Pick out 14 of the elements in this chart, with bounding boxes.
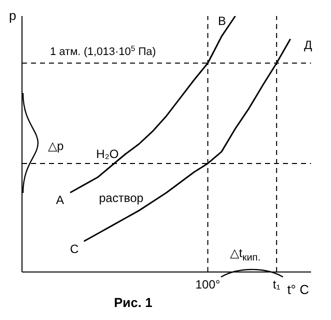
annotation: A: [56, 193, 64, 207]
annotation: △t$_{кип.}$: [230, 246, 260, 266]
x-axis-title: t° C: [287, 282, 309, 297]
x-tick-label: 100°: [195, 278, 220, 292]
x-tick-label: t₁: [272, 278, 280, 292]
ref-line-label: 1 атм. (1,013·10$^{5}$ Па): [50, 44, 156, 58]
annotation: Д: [304, 38, 312, 52]
annotation: C: [70, 242, 79, 256]
annotation: △p: [48, 139, 64, 153]
annotation: B: [218, 14, 226, 28]
series-label: раствор: [98, 191, 144, 205]
y-axis-title: p: [9, 8, 16, 24]
series-label: H₂O: [96, 147, 119, 161]
text: Рис. 1: [114, 295, 152, 310]
